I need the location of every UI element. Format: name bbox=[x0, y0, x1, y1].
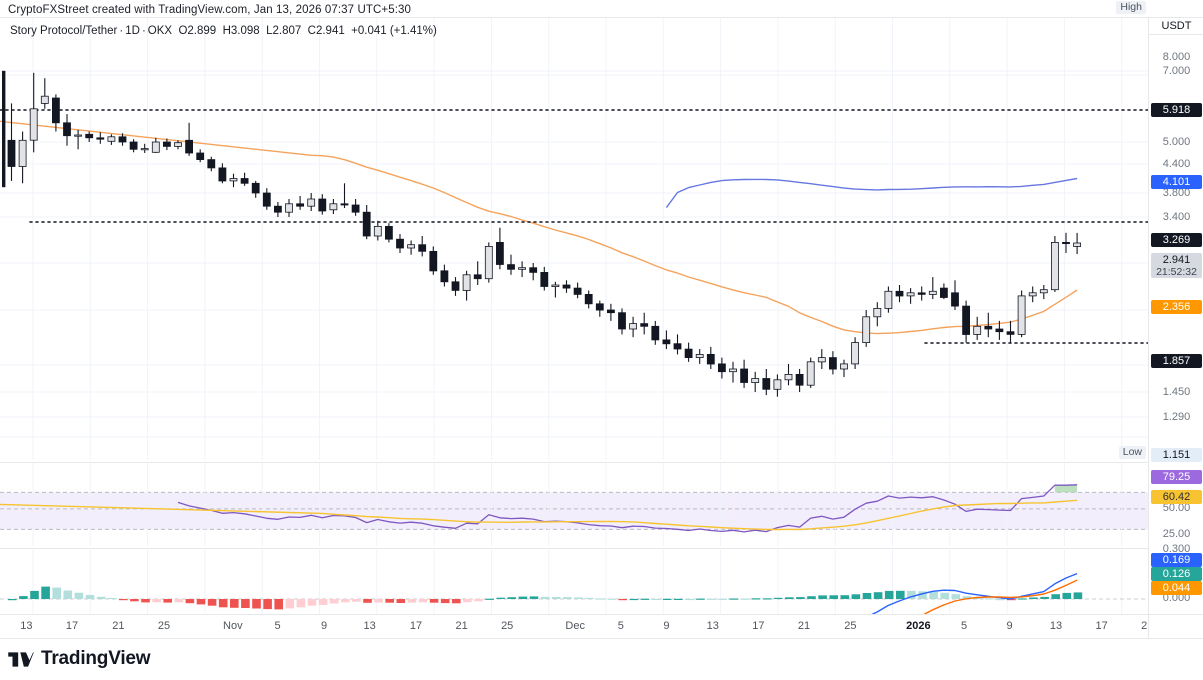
footer-divider bbox=[0, 638, 1203, 639]
legend-change: +0.041 (+1.41%) bbox=[351, 25, 437, 37]
resistance-level-label-1[interactable]: 5.918 bbox=[1151, 103, 1202, 117]
price-tick-1-290: 1.290 bbox=[1162, 411, 1191, 423]
time-label: 21 bbox=[797, 620, 811, 632]
axis-corner bbox=[1148, 614, 1203, 638]
time-label: Nov bbox=[223, 620, 243, 632]
price-axis[interactable]: USDT 8.0007.0005.0004.4003.8003.4002.700… bbox=[1148, 18, 1203, 614]
macd-hist-value-label[interactable]: 0.044 bbox=[1151, 581, 1202, 595]
time-label: 5 bbox=[617, 620, 624, 632]
time-label: 9 bbox=[320, 620, 328, 632]
tradingview-wordmark: TradingView bbox=[41, 648, 151, 669]
legend-symbol[interactable]: Story Protocol/Tether bbox=[10, 25, 118, 37]
time-label: 21 bbox=[455, 620, 468, 632]
legend-close: C2.941 bbox=[307, 25, 345, 37]
macd-tick-0-300: 0.300 bbox=[1162, 543, 1191, 555]
chart-legend: Story Protocol/Tether · 1D · OKX O2.899 H3.0… bbox=[10, 25, 437, 37]
price-pane[interactable] bbox=[0, 18, 1148, 460]
tradingview-logo-icon bbox=[8, 651, 34, 667]
header-divider bbox=[0, 17, 1203, 18]
time-label: 25 bbox=[844, 620, 857, 632]
ma-orange-value-label[interactable]: 2.356 bbox=[1151, 300, 1202, 314]
high-tag: High bbox=[1116, 1, 1146, 14]
time-label: 21 bbox=[112, 620, 125, 632]
time-label: 25 bbox=[157, 620, 171, 632]
price-tick-3-800: 3.800 bbox=[1162, 187, 1191, 199]
time-label: 9 bbox=[663, 620, 670, 632]
time-label: 25 bbox=[501, 620, 514, 632]
price-tick-3-400: 3.400 bbox=[1162, 211, 1191, 223]
rsi-tick-25-00: 25.00 bbox=[1162, 528, 1191, 540]
price-tick-5-000: 5.000 bbox=[1162, 136, 1191, 148]
time-label: 5 bbox=[274, 620, 281, 632]
time-label: 5 bbox=[960, 620, 968, 632]
time-label: 2026 bbox=[906, 620, 931, 632]
macd-tick-0-000: 0.000 bbox=[1162, 592, 1191, 604]
macd-value-label[interactable]: 0.169 bbox=[1151, 553, 1202, 567]
time-label: 13 bbox=[20, 620, 33, 632]
resistance-level-label-2[interactable]: 3.269 bbox=[1151, 233, 1202, 247]
legend-open: O2.899 bbox=[178, 25, 217, 37]
legend-high: H3.098 bbox=[222, 25, 260, 37]
time-label: 17 bbox=[752, 620, 765, 632]
time-axis[interactable]: 13 17 21 25 Nov 5 9 13 17 21 25 Dec 5 9 13 17 21 25 2026 5 9… bbox=[0, 614, 1153, 638]
macd-signal-value-label[interactable]: 0.126 bbox=[1151, 567, 1202, 581]
ma-blue-value-label[interactable]: 4.101 bbox=[1151, 175, 1202, 189]
price-tick-4-400: 4.400 bbox=[1162, 158, 1191, 170]
legend-exchange[interactable]: OKX bbox=[147, 25, 173, 37]
rsi-pane[interactable] bbox=[0, 462, 1148, 546]
time-label: 13 bbox=[363, 620, 376, 632]
low-value-label: 1.151 bbox=[1151, 448, 1202, 462]
support-level-label[interactable]: 1.857 bbox=[1151, 354, 1202, 368]
time-label: 17 bbox=[65, 620, 79, 632]
legend-low: L2.807 bbox=[266, 25, 302, 37]
rsi-ma-value-label[interactable]: 60.42 bbox=[1151, 490, 1202, 504]
last-price-label[interactable]: 2.941 21:52:32 bbox=[1151, 253, 1202, 278]
rsi-value-label[interactable]: 79.25 bbox=[1151, 470, 1202, 484]
rsi-tick-50-00: 50.00 bbox=[1162, 502, 1191, 514]
attribution-text: CryptoFXStreet created with TradingView.… bbox=[8, 4, 411, 16]
price-tick-7-000: 7.000 bbox=[1162, 65, 1191, 77]
time-label: 13 bbox=[706, 620, 719, 632]
time-label: 13 bbox=[1049, 620, 1063, 632]
price-tick-1-450: 1.450 bbox=[1162, 386, 1191, 398]
axis-currency-label: USDT bbox=[1149, 18, 1203, 35]
macd-pane[interactable] bbox=[0, 548, 1148, 614]
time-label: 17 bbox=[409, 620, 423, 632]
time-label: 17 bbox=[1095, 620, 1108, 632]
legend-interval[interactable]: 1D bbox=[125, 25, 140, 37]
low-tag: Low bbox=[1118, 446, 1146, 459]
price-tick-8-000: 8.000 bbox=[1162, 51, 1191, 63]
time-label: Dec bbox=[565, 620, 585, 632]
time-label: 9 bbox=[1006, 620, 1013, 632]
footer-branding: TradingView bbox=[8, 648, 151, 670]
